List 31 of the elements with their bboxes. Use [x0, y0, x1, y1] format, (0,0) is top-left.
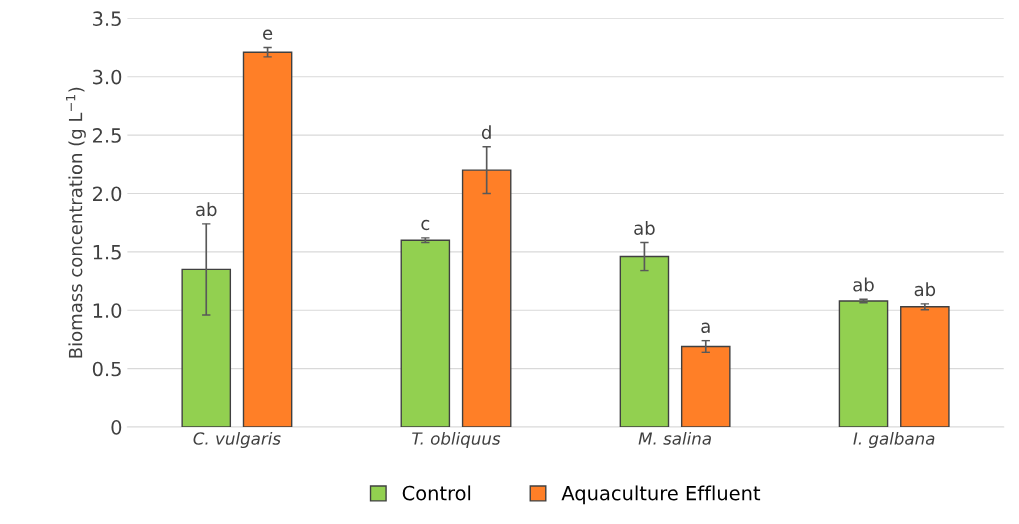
x-tick-label: C. vulgaris: [193, 431, 281, 449]
y-tick-label: 1.5: [93, 245, 121, 260]
y-tick-label: 3.5: [93, 11, 121, 26]
x-tick-label: T. obliquus: [412, 431, 501, 449]
x-tick-label: I. galbana: [853, 431, 935, 449]
x-tick-label: M. salina: [638, 431, 711, 445]
data-label: c: [421, 219, 430, 231]
data-label: a: [701, 322, 710, 333]
data-label: d: [481, 125, 491, 140]
bar: [900, 306, 950, 428]
bar: [461, 169, 512, 428]
y-tick-label: 3.0: [93, 69, 122, 85]
data-label: ab: [914, 282, 936, 297]
y-tick-label: 2.0: [93, 186, 122, 202]
legend-label: Control: [402, 485, 471, 501]
y-tick-label: 2.5: [93, 128, 121, 143]
bar: [242, 51, 293, 428]
bar: [838, 300, 889, 428]
y-tick-label: 0: [111, 420, 122, 435]
bar: [181, 268, 232, 428]
bar: [680, 345, 731, 428]
y-tick-label: 0.5: [92, 361, 121, 377]
y-tick-label: 1.0: [93, 303, 122, 318]
data-label: e: [263, 29, 273, 40]
data-label: ab: [196, 202, 217, 217]
y-axis-title: Biomass concentration (g L$^{−1}$): [65, 87, 86, 358]
bar: [619, 255, 670, 428]
data-label: ab: [634, 220, 655, 235]
bar: [400, 239, 451, 428]
legend-label: Aquaculture Effluent: [561, 485, 761, 505]
data-label: ab: [853, 277, 874, 292]
